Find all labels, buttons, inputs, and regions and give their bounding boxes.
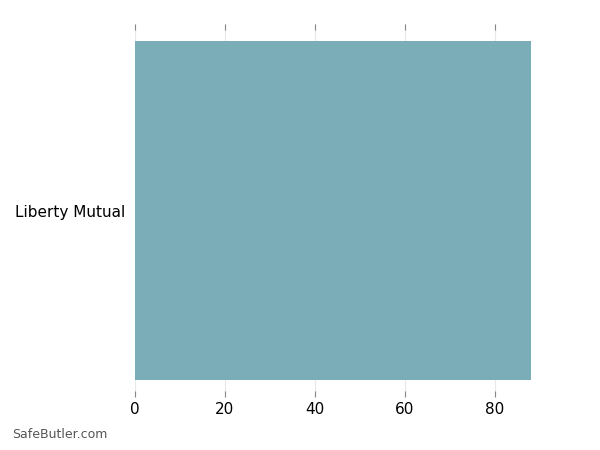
Text: SafeButler.com: SafeButler.com (12, 428, 107, 441)
Bar (135, 41, 531, 380)
